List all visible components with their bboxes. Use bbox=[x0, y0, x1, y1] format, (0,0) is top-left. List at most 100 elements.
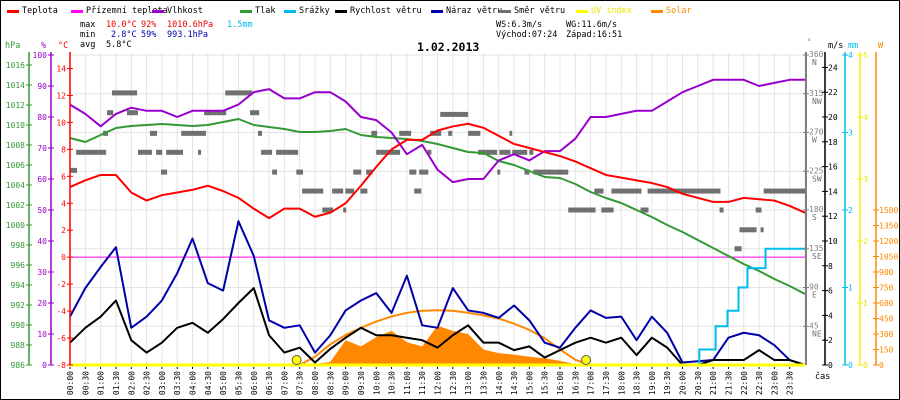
wind-direction-segment bbox=[126, 110, 138, 116]
wind-direction-segment bbox=[763, 188, 805, 194]
x-axis-title: čas bbox=[815, 371, 830, 382]
wind-speed-tick-label: 10 bbox=[828, 237, 838, 246]
pressure-tick-label: 990 bbox=[11, 321, 26, 330]
sunrise-marker bbox=[291, 355, 302, 365]
x-tick-label: 15:30 bbox=[541, 371, 550, 395]
humidity-tick-label: 50 bbox=[37, 206, 47, 215]
wind-direction-segment bbox=[427, 149, 432, 155]
legend-swatch-pressure bbox=[240, 9, 252, 13]
pressure-tick-label: 1012 bbox=[6, 101, 25, 110]
pressure-unit-label: hPa bbox=[5, 41, 20, 51]
stat-wind-speed: WS:6.3m/s bbox=[496, 20, 543, 30]
wind-direction-segment bbox=[419, 169, 429, 175]
legend-swatch-precipitation bbox=[284, 9, 296, 13]
temperature-tick-label: 2 bbox=[61, 226, 66, 235]
wind-speed-tick-label: 14 bbox=[828, 187, 838, 196]
x-tick-label: 11:00 bbox=[403, 371, 412, 395]
x-tick-label: 08:30 bbox=[326, 371, 335, 395]
wind-speed-tick-label: 4 bbox=[828, 311, 833, 320]
uv-tick-label: 2 bbox=[863, 237, 868, 246]
wind-direction-tick-label: 180 bbox=[809, 205, 824, 214]
pressure-tick-label: 1006 bbox=[6, 161, 25, 170]
precipitation-unit-label: mm bbox=[848, 41, 858, 51]
wind-direction-segment bbox=[601, 207, 614, 213]
compass-label: N bbox=[812, 58, 817, 67]
temperature-tick-label: 4 bbox=[61, 199, 66, 208]
wind-direction-unit-label: ° bbox=[807, 38, 811, 46]
legend-label: Směr větru bbox=[514, 6, 566, 16]
wind-direction-segment bbox=[225, 90, 253, 96]
stat-sunset: Západ:16:51 bbox=[566, 30, 623, 40]
x-tick-label: 07:30 bbox=[296, 371, 305, 395]
wind-direction-tick-label: 90 bbox=[809, 283, 819, 292]
series-humidity-line bbox=[69, 78, 805, 184]
legend-swatch-wind-gust bbox=[431, 9, 443, 13]
pressure-tick-label: 992 bbox=[11, 301, 26, 310]
precipitation-tick-label: 2 bbox=[848, 206, 853, 215]
wind-direction-segment bbox=[430, 130, 442, 136]
wind-speed-unit-label: m/s bbox=[828, 41, 843, 51]
uv-tick-label: 3 bbox=[863, 175, 868, 184]
humidity-unit-label: % bbox=[41, 41, 46, 51]
x-tick-label: 23:00 bbox=[770, 371, 779, 395]
x-tick-label: 03:30 bbox=[173, 371, 182, 395]
wind-direction-segment bbox=[181, 130, 206, 136]
wind-direction-segment bbox=[529, 149, 534, 155]
solar-tick-label: 600 bbox=[879, 299, 894, 308]
wind-direction-segment bbox=[204, 110, 227, 116]
legend-label: Teplota bbox=[22, 6, 58, 16]
x-tick-label: 19:00 bbox=[648, 371, 657, 395]
compass-label: W bbox=[812, 136, 817, 145]
x-tick-label: 13:30 bbox=[479, 371, 488, 395]
wind-direction-tick-label: 135 bbox=[809, 244, 824, 253]
legend-label: Náraz větru bbox=[446, 6, 503, 16]
solar-tick-label: 1050 bbox=[879, 253, 898, 262]
series-precipitation-line bbox=[697, 247, 805, 366]
legend-label: Rychlost větru bbox=[350, 6, 422, 16]
pressure-tick-label: 998 bbox=[11, 241, 26, 250]
wind-direction-segment bbox=[371, 130, 378, 136]
x-tick-label: 05:30 bbox=[234, 371, 243, 395]
x-tick-label: 16:00 bbox=[556, 371, 565, 395]
precipitation-tick-label: 4 bbox=[848, 51, 853, 60]
wind-direction-segment bbox=[497, 169, 501, 175]
wind-direction-segment bbox=[166, 149, 184, 155]
legend-swatch-uv-index bbox=[576, 9, 588, 13]
x-tick-label: 03:00 bbox=[158, 371, 167, 395]
x-tick-label: 22:30 bbox=[755, 371, 764, 395]
temperature-tick-label: 8 bbox=[61, 145, 66, 154]
wind-direction-segment bbox=[360, 188, 368, 194]
series-pressure-line bbox=[69, 118, 806, 295]
pressure-tick-label: 1010 bbox=[6, 121, 25, 130]
legend-swatch-wind-speed bbox=[335, 9, 347, 13]
pressure-tick-label: 1002 bbox=[6, 201, 25, 210]
x-tick-label: 06:30 bbox=[265, 371, 274, 395]
stat-wind-gust: WG:11.6m/s bbox=[566, 20, 618, 30]
solar-tick-label: 1200 bbox=[879, 237, 898, 246]
temperature-tick-label: 10 bbox=[56, 118, 66, 127]
wind-direction-segment bbox=[353, 169, 362, 175]
stat-min-humidity: 59% bbox=[141, 30, 157, 40]
wind-direction-segment bbox=[137, 149, 153, 155]
stat-max-pressure: 1010.6hPa bbox=[167, 20, 214, 30]
wind-direction-segment bbox=[70, 167, 78, 173]
humidity-tick-label: 80 bbox=[37, 113, 47, 122]
legend-item-wind-gust: Náraz větru bbox=[431, 5, 502, 17]
humidity-tick-label: 10 bbox=[37, 330, 47, 339]
wind-speed-tick-label: 12 bbox=[828, 212, 838, 221]
chart-title: 1.02.2013 bbox=[417, 40, 480, 54]
x-tick-label: 17:30 bbox=[602, 371, 611, 395]
x-tick-label: 17:00 bbox=[587, 371, 596, 395]
precipitation-tick-label: 1 bbox=[848, 284, 853, 293]
compass-label: S bbox=[812, 213, 817, 222]
x-tick-label: 00:30 bbox=[81, 371, 90, 395]
axes: 9869889909929949969981000100210041006100… bbox=[5, 38, 898, 370]
x-tick-label: 09:30 bbox=[357, 371, 366, 395]
humidity-tick-label: 30 bbox=[37, 268, 47, 277]
compass-label: E bbox=[812, 291, 817, 300]
legend-swatch-humidity bbox=[152, 9, 164, 13]
x-tick-label: 13:00 bbox=[464, 371, 473, 395]
solar-unit-label: W bbox=[878, 41, 884, 51]
temperature-tick-label: 14 bbox=[56, 64, 66, 73]
